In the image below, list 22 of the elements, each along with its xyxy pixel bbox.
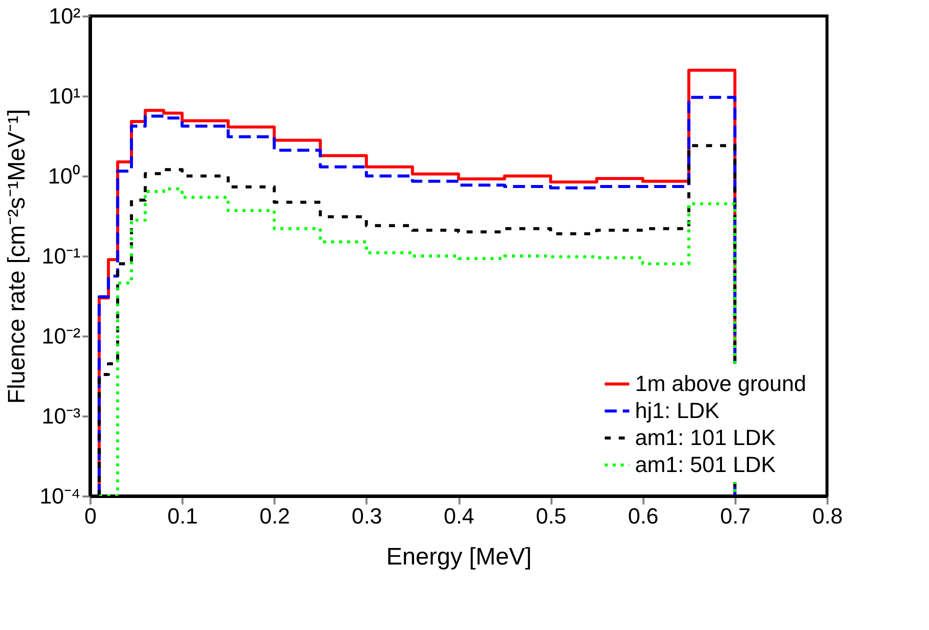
y-tick-label: 10⁻¹	[42, 244, 80, 268]
x-tick-label: 0	[84, 504, 97, 528]
y-tick-label: 10¹	[48, 84, 80, 108]
x-tick-label: 0.4	[444, 504, 474, 528]
x-tick-label: 0.1	[167, 504, 198, 528]
x-tick-label: 0.7	[720, 504, 751, 528]
legend-label: am1: 501 LDK	[635, 452, 776, 477]
y-tick-label: 10⁰	[48, 164, 80, 188]
x-tick-label: 0.6	[628, 504, 659, 528]
x-tick-label: 0.2	[259, 504, 290, 528]
legend-label: 1m above ground	[635, 371, 806, 396]
x-tick-label: 0.3	[352, 504, 382, 528]
x-tick-label: 0.8	[812, 504, 843, 528]
x-axis-title: Energy [MeV]	[386, 544, 532, 570]
y-tick-label: 10⁻³	[42, 404, 80, 428]
x-tick-label: 0.5	[536, 504, 566, 528]
y-tick-label: 10²	[48, 4, 80, 28]
legend-label: hj1: LDK	[635, 398, 720, 423]
y-tick-label: 10⁻⁴	[40, 484, 80, 508]
y-tick-label: 10⁻²	[42, 324, 80, 348]
y-axis-title: Fluence rate [cm⁻²s⁻¹MeV⁻¹]	[4, 109, 31, 404]
legend-label: am1: 101 LDK	[635, 425, 776, 450]
